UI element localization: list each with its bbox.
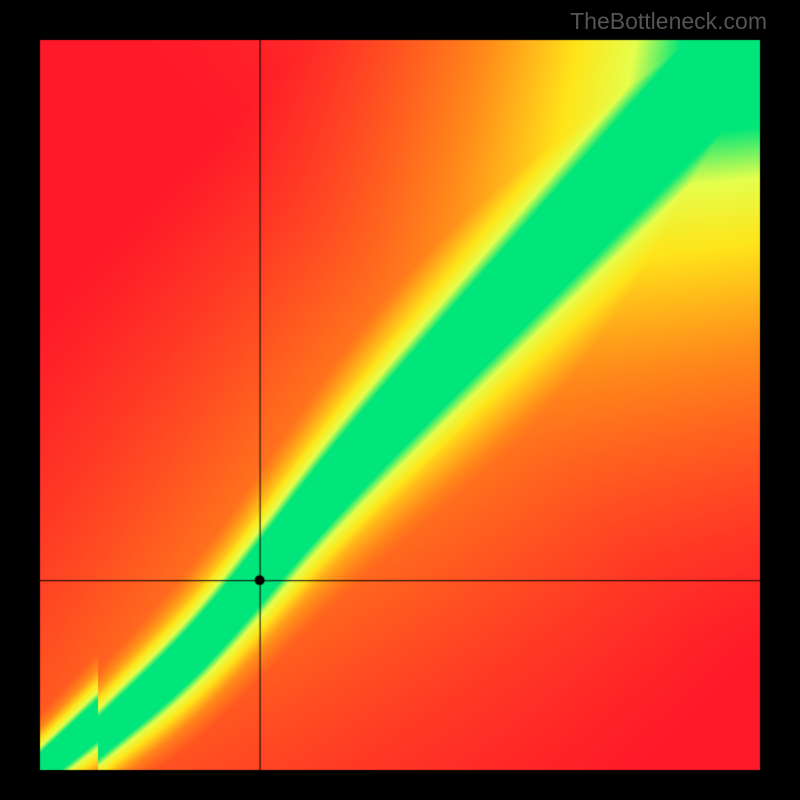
watermark-text: TheBottleneck.com	[570, 8, 767, 35]
bottleneck-heatmap	[0, 0, 800, 800]
